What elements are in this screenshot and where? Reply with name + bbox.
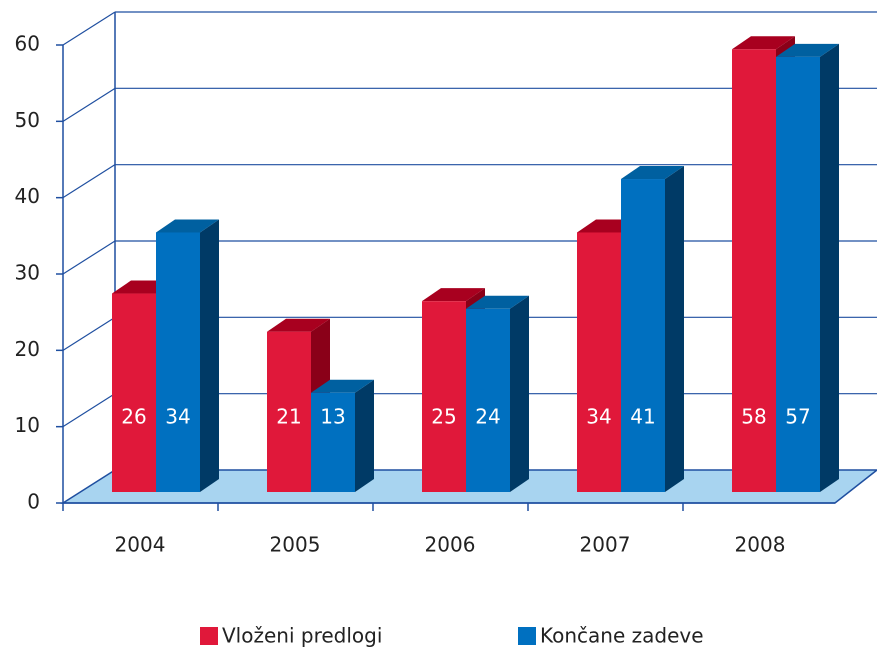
bar <box>422 301 466 492</box>
bar <box>732 49 776 493</box>
value-label: 34 <box>165 405 190 429</box>
x-tick-label: 2006 <box>425 533 476 557</box>
grid-line-side <box>62 393 116 428</box>
legend-swatch <box>518 627 536 645</box>
bar-top <box>621 166 684 180</box>
value-label: 57 <box>785 405 810 429</box>
bar-top <box>311 379 374 393</box>
legend-swatch <box>200 627 218 645</box>
value-label: 13 <box>320 405 345 429</box>
bar <box>621 179 665 493</box>
bar-top <box>422 288 485 302</box>
grid-line-side <box>62 240 116 275</box>
bar-side <box>820 43 839 493</box>
value-label: 26 <box>121 405 146 429</box>
grid-line-side <box>62 164 116 199</box>
x-tick-label: 2008 <box>735 533 786 557</box>
y-tick-label: 30 <box>15 261 40 285</box>
bar <box>267 331 311 492</box>
bar-top <box>732 36 795 50</box>
bar-side <box>665 166 684 493</box>
y-tick-label: 50 <box>15 108 40 132</box>
legend-label: Končane zadeve <box>540 624 704 648</box>
value-label: 34 <box>586 405 611 429</box>
bar-side <box>355 379 374 492</box>
grid-line-side <box>62 316 116 351</box>
bar-side <box>510 295 529 492</box>
value-label: 58 <box>741 405 766 429</box>
value-label: 25 <box>431 405 456 429</box>
bar-top <box>776 43 839 57</box>
bar <box>577 232 621 492</box>
y-tick-label: 10 <box>15 413 40 437</box>
y-tick-label: 20 <box>15 337 40 361</box>
bar <box>466 308 510 492</box>
value-label: 24 <box>475 405 500 429</box>
bar-top <box>466 295 529 309</box>
bar-top <box>156 219 219 233</box>
bar <box>156 232 200 492</box>
bar <box>776 56 820 493</box>
x-tick-label: 2004 <box>115 533 166 557</box>
grid-line-side <box>62 11 116 46</box>
x-tick-label: 2007 <box>580 533 631 557</box>
bar-top <box>267 318 330 332</box>
y-tick-label: 60 <box>15 32 40 56</box>
y-tick-label: 40 <box>15 184 40 208</box>
grid-line-side <box>62 87 116 122</box>
x-tick-label: 2005 <box>270 533 321 557</box>
legend-label: Vloženi predlogi <box>222 624 382 648</box>
value-label: 21 <box>276 405 301 429</box>
value-label: 41 <box>630 405 655 429</box>
bar <box>311 392 355 492</box>
y-tick-label: 0 <box>27 490 40 514</box>
bar-side <box>200 219 219 492</box>
bar <box>112 293 156 492</box>
